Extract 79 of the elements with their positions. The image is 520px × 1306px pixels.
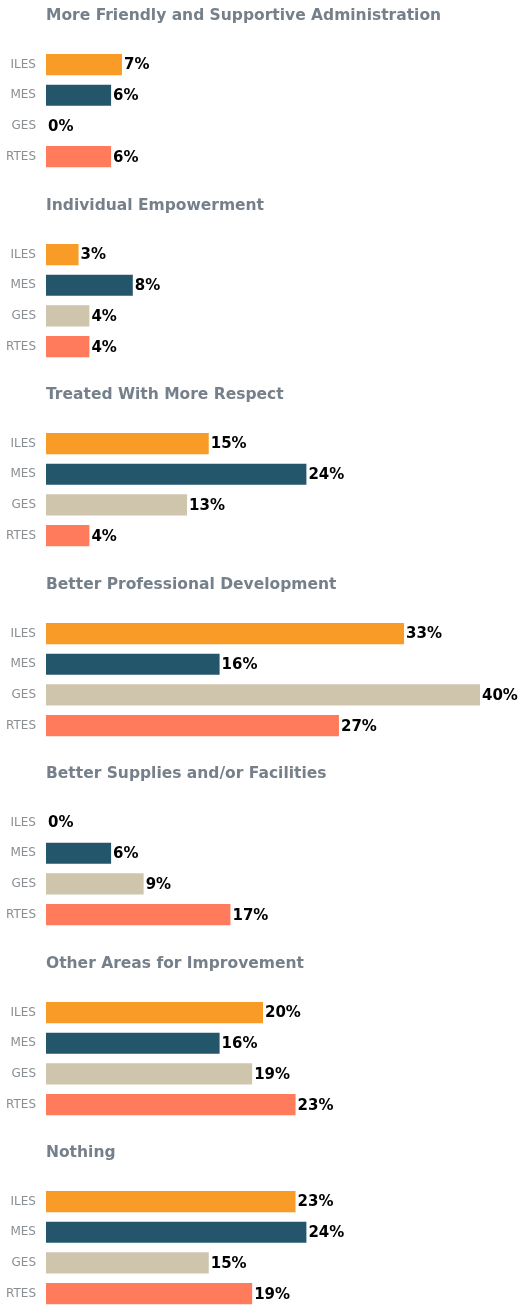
bar	[46, 622, 405, 644]
bar	[46, 1062, 253, 1085]
y-tick-label: MES	[10, 276, 36, 291]
text: More Friendly and Supportive Administration	[45, 5, 443, 26]
y-tick-label: ILES	[10, 56, 36, 71]
bar	[46, 525, 90, 547]
y-tick-label: RTES	[6, 527, 36, 542]
data-label: 23%	[297, 1192, 334, 1211]
bar	[46, 432, 209, 455]
data-label: 19%	[254, 1064, 291, 1083]
chart-title: Treated With More Respect	[45, 384, 285, 405]
bar	[46, 463, 307, 485]
y-tick-label: RTES	[6, 148, 36, 163]
data-label: 15%	[210, 1253, 247, 1272]
bar	[46, 1032, 220, 1054]
data-label: 13%	[189, 495, 225, 514]
data-label: 33%	[406, 623, 442, 642]
y-tick-label: RTES	[6, 1096, 36, 1111]
data-label: 17%	[232, 905, 269, 924]
y-tick-label: GES	[11, 876, 36, 891]
data-label: 40%	[482, 685, 518, 704]
y-tick-label: ILES	[10, 435, 36, 450]
y-tick-label: MES	[10, 466, 36, 481]
y-tick-label: ILES	[10, 1004, 36, 1019]
bar	[46, 1190, 296, 1213]
y-tick-label: MES	[10, 87, 36, 102]
bar	[46, 1221, 307, 1243]
data-label: 6%	[113, 86, 139, 105]
chart-title: Individual Empowerment	[45, 194, 265, 216]
bar	[46, 1252, 209, 1274]
chart-title: Nothing	[45, 1142, 117, 1163]
y-tick-label: GES	[11, 497, 36, 512]
y-tick-label: ILES	[10, 625, 36, 640]
data-label: 16%	[221, 654, 258, 673]
bar	[46, 1283, 253, 1305]
data-label: 4%	[91, 306, 117, 325]
bar	[46, 653, 220, 675]
y-tick-label: MES	[10, 845, 36, 860]
data-label: 20%	[265, 1002, 301, 1021]
y-tick-label: GES	[11, 686, 36, 701]
chart-title: Other Areas for Improvement	[45, 952, 305, 974]
bar	[46, 494, 188, 516]
y-tick-label: RTES	[6, 906, 36, 921]
data-label: 15%	[210, 434, 247, 453]
data-label: 8%	[134, 275, 161, 294]
chart-title: Better Professional Development	[45, 573, 338, 595]
data-label: 4%	[91, 526, 117, 545]
bar	[46, 714, 339, 736]
y-tick-label: GES	[11, 118, 36, 133]
bar	[46, 1093, 296, 1115]
data-label: 27%	[340, 716, 377, 735]
y-tick-label: GES	[11, 307, 36, 322]
data-label: 16%	[221, 1033, 258, 1052]
data-label: 3%	[80, 244, 107, 263]
data-label: 24%	[308, 465, 345, 484]
y-tick-label: ILES	[10, 246, 36, 261]
data-label: 4%	[91, 337, 117, 356]
y-tick-label: MES	[10, 1224, 36, 1239]
y-tick-label: ILES	[10, 1193, 36, 1208]
bar	[46, 1001, 263, 1023]
data-label: 6%	[113, 147, 139, 166]
chart-title: Better Supplies and/or Facilities	[45, 763, 328, 784]
y-tick-label: MES	[10, 655, 36, 670]
data-label: 9%	[145, 874, 172, 893]
y-tick-label: RTES	[6, 338, 36, 353]
data-label: 0%	[48, 813, 74, 832]
y-tick-label: MES	[10, 1034, 36, 1049]
bar	[46, 683, 480, 706]
data-label: 23%	[297, 1095, 334, 1114]
data-label: 19%	[254, 1284, 291, 1303]
data-label: 0%	[48, 116, 74, 135]
data-label: 6%	[113, 844, 139, 863]
y-tick-label: GES	[11, 1065, 36, 1080]
y-tick-label: RTES	[6, 717, 36, 732]
data-label: 7%	[123, 55, 150, 74]
y-tick-label: RTES	[6, 1285, 36, 1300]
y-tick-label: GES	[11, 1255, 36, 1270]
data-label: 24%	[308, 1223, 345, 1242]
y-tick-label: ILES	[10, 814, 36, 829]
